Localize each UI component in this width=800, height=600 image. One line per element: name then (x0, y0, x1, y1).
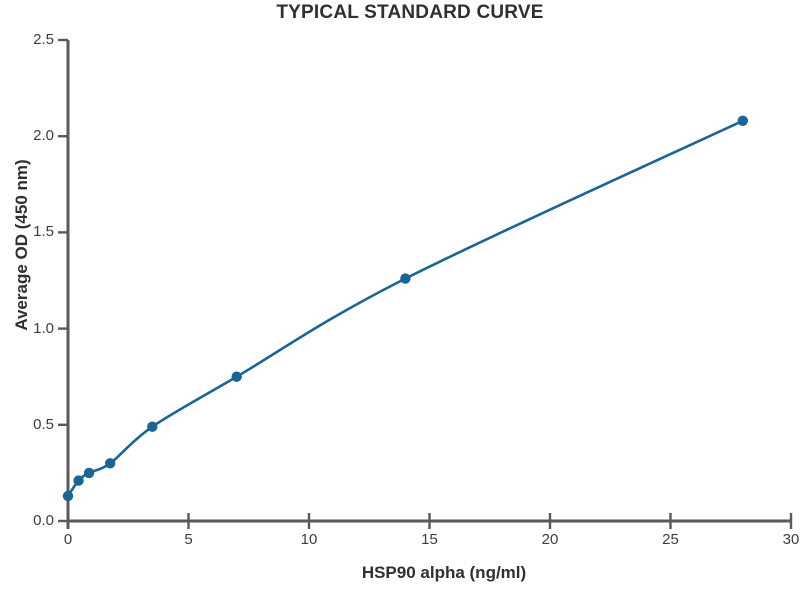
y-tick-label: 1.5 (33, 223, 54, 241)
data-point-marker (62, 490, 74, 502)
y-tick-label: 0.5 (33, 415, 54, 433)
data-point-marker (737, 115, 748, 127)
data-point-marker (73, 475, 84, 486)
data-point-marker (147, 421, 158, 432)
chart-title: TYPICAL STANDARD CURVE (276, 2, 544, 23)
x-tick-label: 5 (184, 531, 193, 548)
data-point-marker (105, 458, 116, 469)
y-tick-label: 2.0 (33, 127, 54, 145)
y-tick-label: 0.0 (33, 512, 54, 529)
x-axis-title: HSP90 alpha (ng/ml) (361, 563, 527, 582)
standard-curve-line (66, 119, 745, 498)
y-tick-label: 2.5 (33, 31, 54, 48)
x-tick-label: 30 (782, 531, 800, 548)
x-tick-label: 10 (300, 531, 318, 548)
data-point-marker (400, 273, 411, 284)
data-point-marker (231, 371, 242, 382)
x-tick-label: 15 (421, 531, 438, 548)
x-tick-label: 25 (662, 531, 679, 548)
x-tick-label: 20 (541, 531, 559, 548)
x-tick-label: 0 (63, 531, 73, 548)
data-point-marker (83, 467, 95, 479)
y-tick-label: 1.0 (33, 319, 54, 337)
